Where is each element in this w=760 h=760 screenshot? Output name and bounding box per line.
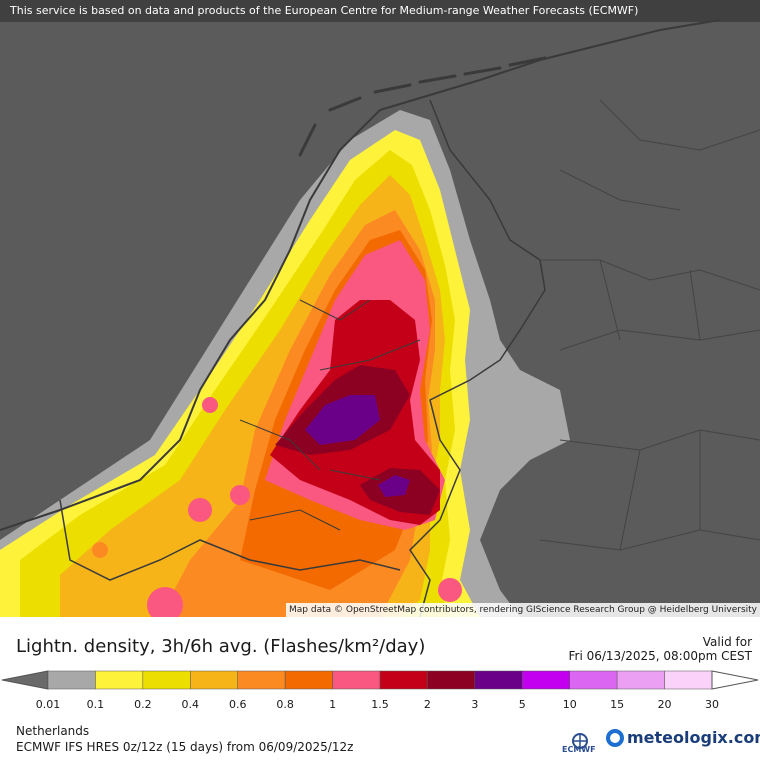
- map-canvas: [0, 19, 760, 617]
- scale-tick-label: 0.4: [181, 698, 200, 711]
- scale-swatch: [379, 670, 428, 690]
- border-line: [539, 259, 760, 551]
- region-name: Netherlands: [16, 724, 90, 738]
- border-line: [239, 299, 421, 531]
- scale-tick-label: 5: [518, 698, 526, 711]
- scale-tick-label: 3: [471, 698, 479, 711]
- scale-tick-label: 1.5: [371, 698, 389, 711]
- storm-cell: [188, 498, 212, 522]
- scale-swatch: [47, 670, 96, 690]
- scale-tick-label: 0.01: [35, 698, 61, 711]
- scale-tick-label: 10: [562, 698, 577, 711]
- meteologix-logo[interactable]: meteologix.com: [606, 728, 760, 747]
- scale-swatch: [474, 670, 523, 690]
- scale-swatch: [190, 670, 238, 690]
- ecmwf-disclaimer-banner: This service is based on data and produc…: [0, 0, 760, 22]
- color-scale-bar: [1, 670, 759, 690]
- scale-swatch: [237, 670, 286, 690]
- scale-tick-label: 0.1: [86, 698, 105, 711]
- density-area-3: [305, 395, 410, 497]
- valid-for-label: Valid for: [702, 635, 752, 649]
- border-line: [59, 499, 401, 581]
- scale-swatch: [332, 670, 381, 690]
- valid-time: Fri 06/13/2025, 08:00pm CEST: [568, 649, 752, 663]
- scale-swatch: [664, 670, 713, 690]
- scale-low-arrow: [1, 670, 49, 690]
- scale-swatch: [427, 670, 476, 690]
- storm-cell: [202, 397, 218, 413]
- storm-cell: [92, 542, 108, 558]
- weather-map[interactable]: This service is based on data and produc…: [0, 0, 760, 617]
- scale-high-arrow: [711, 670, 759, 690]
- scale-swatch: [142, 670, 191, 690]
- ecmwf-logo-icon: [572, 733, 588, 749]
- ecmwf-logo-text: ECMWF: [562, 745, 596, 754]
- scale-tick-label: 2: [423, 698, 431, 711]
- scale-tick-label: 20: [657, 698, 672, 711]
- scale-tick-label: 1: [329, 698, 337, 711]
- map-attribution[interactable]: Map data © OpenStreetMap contributors, r…: [286, 603, 760, 617]
- storm-cell: [147, 587, 183, 617]
- scale-swatch: [522, 670, 570, 690]
- legend-title: Lightn. density, 3h/6h avg. (Flashes/km²…: [16, 636, 426, 657]
- model-run-info: ECMWF IFS HRES 0z/12z (15 days) from 06/…: [16, 740, 354, 754]
- scale-tick-label: 0.2: [134, 698, 152, 711]
- meteologix-brand-text: meteologix.com: [627, 728, 760, 747]
- scale-tick-label: 30: [705, 698, 719, 711]
- storm-cell: [438, 578, 462, 602]
- border-line: [559, 99, 760, 551]
- coastline: [0, 19, 721, 531]
- scale-tick-label: 0.8: [276, 698, 294, 711]
- color-scale-ticks: 0.01 0.1 0.2 0.4 0.6 0.8 1 1.5 2 3 5 10 15 20 30: [0, 698, 760, 712]
- scale-swatch: [569, 670, 618, 690]
- scale-swatch: [284, 670, 333, 690]
- scale-swatch: [95, 670, 144, 690]
- storm-cell: [230, 485, 250, 505]
- scale-tick-label: 15: [610, 698, 625, 711]
- island-chain: [298, 56, 547, 157]
- scale-tick-label: 0.6: [228, 698, 247, 711]
- scale-swatch: [616, 670, 665, 690]
- border-line: [409, 99, 546, 617]
- meteologix-globe-icon: [606, 728, 624, 747]
